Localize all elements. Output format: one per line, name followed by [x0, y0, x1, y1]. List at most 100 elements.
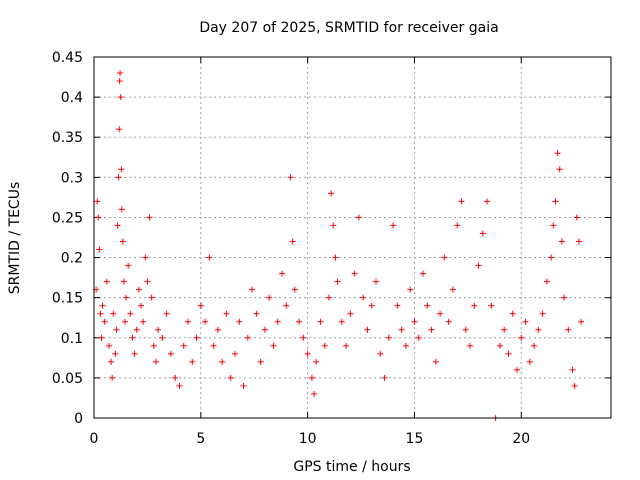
data-point [98, 334, 105, 341]
data-point [253, 310, 260, 317]
data-point [240, 382, 247, 389]
data-point [99, 302, 106, 309]
y-tick-label: 0.1 [61, 331, 83, 347]
data-point [347, 310, 354, 317]
data-point [214, 326, 221, 333]
y-tick-label: 0.4 [61, 90, 83, 106]
data-point [257, 358, 264, 365]
data-point [368, 302, 375, 309]
y-tick-label: 0 [74, 411, 83, 427]
data-point [526, 358, 533, 365]
data-point [539, 310, 546, 317]
data-point [119, 238, 126, 245]
data-point [428, 326, 435, 333]
data-point [279, 270, 285, 277]
data-point [479, 230, 486, 237]
data-point [573, 214, 580, 221]
data-point [522, 318, 529, 325]
data-point [398, 326, 405, 333]
data-point [236, 318, 243, 325]
data-point [146, 214, 153, 221]
points-layer [93, 70, 585, 421]
data-point [548, 254, 555, 261]
data-point [402, 342, 409, 349]
x-tick-label: 0 [90, 431, 99, 447]
data-point [101, 318, 108, 325]
x-axis-label: GPS time / hours [293, 459, 410, 475]
data-point [575, 238, 582, 245]
data-point [535, 326, 542, 333]
data-point [140, 318, 147, 325]
y-tick-label: 0.05 [52, 371, 83, 387]
data-point [571, 382, 578, 389]
data-point [232, 350, 238, 357]
data-point [338, 318, 345, 325]
data-point [441, 254, 448, 261]
data-point [296, 318, 303, 325]
data-point [202, 318, 209, 325]
data-point [554, 150, 561, 157]
data-point [373, 278, 379, 285]
data-point [118, 206, 125, 213]
y-tick-label: 0.25 [52, 210, 83, 226]
data-point [133, 326, 140, 333]
data-point [289, 238, 296, 245]
data-point [138, 302, 144, 309]
tick-layer: 0 0.05 0.1 0.15 0.2 0.25 0.3 0.35 0.4 0.45 0 5 10 15 2… [52, 50, 611, 447]
data-point [118, 166, 125, 173]
data-point [167, 350, 174, 357]
x-tick-label: 20 [512, 431, 530, 447]
data-point [219, 358, 226, 365]
data-point [197, 302, 204, 309]
data-point [351, 270, 358, 277]
data-point [496, 342, 503, 349]
data-point [458, 198, 465, 205]
data-point [437, 310, 444, 317]
data-point [125, 262, 132, 269]
data-point [274, 318, 281, 325]
data-point [261, 326, 268, 333]
data-point [321, 342, 328, 349]
grid-layer [94, 57, 611, 418]
y-tick-label: 0.15 [52, 291, 83, 307]
data-point [558, 238, 565, 245]
data-point [304, 350, 311, 357]
data-point [96, 246, 103, 253]
data-point [176, 382, 183, 389]
data-point [142, 254, 149, 261]
data-point [129, 334, 136, 341]
data-point [454, 222, 461, 229]
data-point [105, 342, 112, 349]
x-tick-label: 15 [406, 431, 424, 447]
data-point [150, 342, 157, 349]
data-point [509, 310, 516, 317]
y-tick-label: 0.35 [52, 130, 83, 146]
data-point [113, 326, 120, 333]
data-point [313, 358, 320, 365]
data-point [432, 358, 439, 365]
y-axis-label: SRMTID / TECUs [7, 182, 23, 295]
data-point [364, 326, 371, 333]
data-point [97, 310, 104, 317]
data-point [332, 254, 339, 261]
data-point [420, 270, 426, 277]
data-point [543, 278, 550, 285]
data-point [343, 342, 350, 349]
data-point [355, 214, 362, 221]
data-point [127, 310, 134, 317]
data-point [381, 374, 388, 381]
data-point [270, 342, 277, 349]
data-point [244, 334, 251, 341]
data-point [505, 350, 512, 357]
data-point [163, 310, 170, 317]
data-point [227, 374, 234, 381]
data-point [514, 366, 520, 373]
data-point [550, 222, 557, 229]
data-point [311, 390, 318, 397]
data-point [385, 334, 392, 341]
data-point [249, 286, 256, 293]
data-point [159, 334, 166, 341]
data-point [193, 334, 200, 341]
data-point [185, 318, 191, 325]
data-point [109, 374, 116, 381]
